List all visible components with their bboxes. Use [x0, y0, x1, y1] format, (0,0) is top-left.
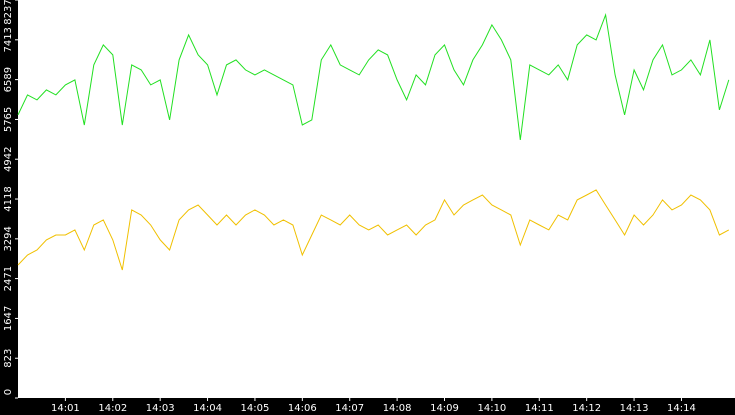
- x-tick-label: 14:08: [383, 403, 412, 414]
- y-tick-label: 6589: [3, 67, 14, 92]
- x-tick-label: 14:12: [572, 403, 601, 414]
- y-tick-label: 8237: [3, 0, 14, 25]
- x-tick-label: 14:05: [241, 403, 270, 414]
- x-tick-label: 14:10: [477, 403, 506, 414]
- x-axis-band: [0, 398, 735, 415]
- y-tick-label: 4942: [3, 146, 14, 171]
- x-tick-label: 14:01: [51, 403, 80, 414]
- x-tick-label: 14:11: [525, 403, 554, 414]
- x-tick-label: 14:09: [430, 403, 459, 414]
- x-tick-label: 14:06: [288, 403, 317, 414]
- x-tick-label: 14:13: [620, 403, 649, 414]
- y-tick-label: 823: [3, 349, 14, 368]
- x-tick-label: 14:14: [667, 403, 696, 414]
- series-line: [17, 12, 730, 140]
- y-tick-label: 7413: [3, 27, 14, 52]
- y-tick-label: 3294: [3, 226, 14, 251]
- y-axis-band: [0, 0, 18, 415]
- y-tick-label: 1647: [3, 306, 14, 331]
- series-line: [17, 189, 730, 271]
- x-tick-label: 14:03: [146, 403, 175, 414]
- y-tick-label: 5765: [3, 107, 14, 132]
- y-tick-label: 2471: [3, 266, 14, 291]
- y-tick-label: 0: [3, 389, 14, 395]
- x-tick-label: 14:07: [335, 403, 364, 414]
- x-tick-label: 14:04: [193, 403, 222, 414]
- y-tick-label: 4118: [3, 186, 14, 211]
- x-tick-label: 14:02: [98, 403, 127, 414]
